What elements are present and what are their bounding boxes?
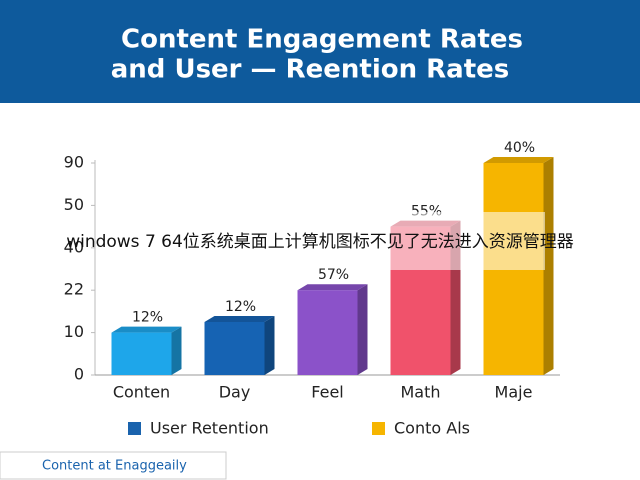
- y-tick-label: 50: [64, 195, 84, 214]
- footer: Content at Enaggeaily: [42, 459, 187, 474]
- y-tick-label: 0: [74, 365, 84, 384]
- data-label: 57%: [318, 267, 349, 283]
- bar-side: [543, 157, 554, 375]
- legend-swatch: [372, 422, 385, 435]
- legend-swatch: [128, 422, 141, 435]
- bar-side: [357, 284, 368, 375]
- chart-title: Content Engagement Rates: [121, 25, 523, 55]
- chart-title: and User — Reention Rates: [111, 55, 510, 85]
- x-tick-label: Feel: [311, 383, 343, 402]
- y-tick-label: 10: [64, 322, 84, 341]
- x-tick-label: Math: [400, 383, 440, 402]
- data-label: 40%: [504, 140, 535, 156]
- x-tick-label: Maje: [495, 383, 533, 402]
- legend-label: Conto Als: [394, 419, 470, 438]
- y-tick-label: 40: [64, 237, 84, 256]
- bar-top: [111, 326, 182, 333]
- data-label: 12%: [225, 299, 256, 315]
- bar-top: [483, 157, 554, 163]
- bar: [111, 332, 172, 375]
- annotation-band: [385, 212, 545, 270]
- x-tick-label: Conten: [113, 383, 170, 402]
- bar-side: [171, 326, 182, 375]
- data-label: 12%: [132, 310, 163, 326]
- bar-top: [297, 284, 368, 291]
- y-tick-label: 90: [64, 153, 84, 172]
- x-tick-label: Day: [219, 383, 251, 402]
- bar: [297, 290, 358, 375]
- y-tick-label: 22: [64, 280, 84, 299]
- annotation: windows 7 64位系统桌面上计算机图标不见了无法进入资源管理器: [66, 232, 574, 252]
- legend-label: User Retention: [150, 419, 269, 438]
- bar-top: [204, 316, 275, 322]
- bar: [204, 322, 265, 375]
- footer-box: [0, 451, 227, 480]
- title-banner: [0, 0, 640, 103]
- bar-side: [264, 316, 275, 375]
